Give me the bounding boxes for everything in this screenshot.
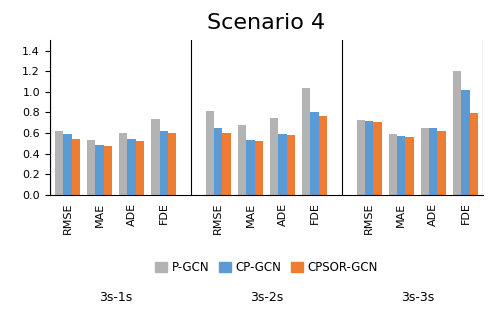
Bar [159, 131, 168, 195]
Bar [223, 133, 231, 195]
Bar [389, 134, 397, 195]
Bar [87, 140, 96, 195]
Bar [254, 141, 263, 195]
Bar [214, 128, 223, 195]
Text: 3s-3s: 3s-3s [401, 291, 434, 304]
Bar [365, 121, 374, 195]
Bar [278, 134, 286, 195]
Text: 3s-1s: 3s-1s [99, 291, 132, 304]
Text: 3s-2s: 3s-2s [250, 291, 283, 304]
Bar [119, 133, 127, 195]
Bar [63, 134, 72, 195]
Bar [397, 136, 405, 195]
Bar [238, 125, 247, 195]
Bar [453, 71, 461, 195]
Bar [429, 128, 437, 195]
Bar [405, 137, 414, 195]
Bar [286, 135, 295, 195]
Bar [96, 145, 104, 195]
Bar [72, 139, 80, 195]
Bar [135, 141, 144, 195]
Bar [437, 131, 446, 195]
Title: Scenario 4: Scenario 4 [207, 13, 326, 33]
Bar [357, 120, 365, 195]
Bar [374, 122, 381, 195]
Bar [151, 119, 159, 195]
Bar [302, 88, 310, 195]
Bar [247, 140, 254, 195]
Bar [470, 114, 478, 195]
Bar [461, 90, 470, 195]
Bar [310, 113, 319, 195]
Bar [168, 133, 176, 195]
Bar [104, 146, 112, 195]
Bar [270, 118, 278, 195]
Legend: P-GCN, CP-GCN, CPSOR-GCN: P-GCN, CP-GCN, CPSOR-GCN [150, 256, 382, 279]
Bar [206, 112, 214, 195]
Bar [421, 128, 429, 195]
Bar [127, 139, 135, 195]
Bar [319, 116, 327, 195]
Bar [55, 131, 63, 195]
